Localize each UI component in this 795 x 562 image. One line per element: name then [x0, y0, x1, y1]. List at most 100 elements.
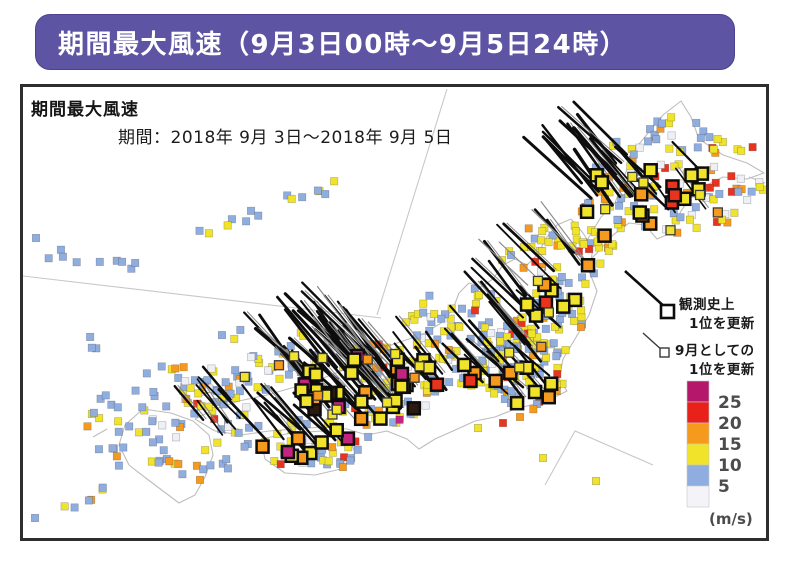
station-square — [338, 463, 347, 472]
station-square — [549, 339, 558, 348]
record-square-all-time — [353, 411, 369, 427]
wind-barb — [557, 105, 623, 165]
wind-barb — [467, 319, 518, 376]
station-square — [223, 221, 232, 230]
record-square-september — [503, 347, 515, 358]
wind-barb — [270, 386, 318, 442]
station-square — [727, 172, 736, 181]
record-square-all-time — [346, 352, 362, 367]
wind-barb — [502, 222, 555, 273]
station-square — [529, 405, 538, 414]
map-title-line1: 期間最大風速 — [31, 99, 139, 120]
wind-barb-shadow — [263, 382, 301, 424]
record-square-all-time — [580, 258, 596, 273]
station-square — [131, 386, 140, 395]
station-square — [31, 513, 40, 522]
station-square — [165, 457, 174, 466]
station-square — [235, 379, 244, 388]
station-square — [72, 258, 81, 267]
record-sep-label-line1: 9月としての — [675, 343, 755, 359]
station-square — [206, 461, 215, 470]
color-scale-segment — [686, 485, 710, 508]
wind-barb-shadow — [506, 222, 557, 271]
station-square — [32, 234, 41, 243]
station-square — [324, 457, 333, 466]
station-square — [652, 135, 661, 144]
wind-barb-shadow — [561, 105, 625, 163]
color-scale-segment — [686, 401, 710, 424]
station-square — [709, 145, 718, 154]
wind-barb — [263, 401, 311, 456]
station-square — [194, 389, 203, 398]
station-square — [711, 178, 720, 187]
station-square — [181, 377, 190, 386]
station-square — [608, 240, 617, 249]
record-square-september — [514, 362, 525, 373]
color-scale-segment — [686, 464, 710, 487]
station-square — [667, 113, 676, 122]
station-square — [538, 227, 547, 236]
station-square — [730, 208, 739, 217]
station-square — [579, 240, 588, 249]
wind-barb-shadow — [549, 218, 583, 264]
record-square-all-time — [684, 168, 699, 183]
station-square — [650, 205, 659, 214]
station-square — [710, 162, 719, 171]
station-square — [176, 423, 185, 432]
wind-barb-shadow — [177, 384, 207, 420]
map-gridline — [544, 430, 654, 486]
station-square — [232, 393, 241, 402]
record-square-all-time — [373, 411, 388, 426]
station-square — [174, 373, 183, 382]
station-square — [276, 460, 285, 469]
station-square — [615, 201, 624, 210]
record-square-september — [600, 204, 611, 215]
station-square — [221, 378, 230, 387]
record-square-all-time — [527, 384, 543, 400]
record-square-september — [712, 207, 724, 218]
record-square-all-time — [299, 393, 314, 409]
wind-barb — [540, 201, 586, 260]
station-square — [328, 443, 337, 452]
wind-barb — [195, 383, 237, 430]
banner-title: 期間最大風速（9月3日00時～9月5日24時） — [58, 29, 628, 60]
station-square — [254, 211, 263, 220]
station-square — [94, 445, 103, 454]
station-square — [179, 363, 188, 372]
station-square — [686, 215, 695, 224]
color-scale-label: 15 — [718, 435, 742, 455]
record-square-all-time — [340, 431, 356, 446]
station-square — [624, 207, 633, 216]
record-square-september — [638, 177, 649, 188]
station-square — [134, 428, 143, 437]
station-square — [245, 423, 254, 432]
station-square — [455, 322, 464, 331]
map-gridline — [376, 88, 448, 316]
wind-barb-shadow — [577, 126, 636, 196]
station-square — [552, 352, 561, 361]
station-square — [186, 383, 195, 392]
station-square — [148, 438, 157, 447]
station-square — [240, 442, 249, 451]
record-square-all-time — [290, 431, 306, 446]
record-square-september — [390, 348, 401, 360]
station-square — [157, 362, 166, 371]
station-square — [747, 187, 756, 196]
station-square — [425, 291, 434, 300]
station-square — [284, 370, 293, 379]
record-square-all-time — [457, 357, 472, 373]
record-square-september — [536, 341, 547, 352]
record-square-all-time — [567, 292, 583, 308]
record-square-september — [694, 189, 706, 201]
station-square — [395, 415, 404, 424]
record-sep-label-line2: 1位を更新 — [689, 361, 755, 378]
station-square — [131, 258, 140, 267]
station-square — [524, 224, 533, 233]
station-square — [207, 364, 216, 373]
station-square — [178, 470, 187, 479]
station-square — [544, 238, 553, 247]
station-square — [204, 229, 213, 238]
station-square — [313, 186, 322, 195]
station-square — [201, 446, 210, 455]
station-square — [445, 378, 454, 387]
